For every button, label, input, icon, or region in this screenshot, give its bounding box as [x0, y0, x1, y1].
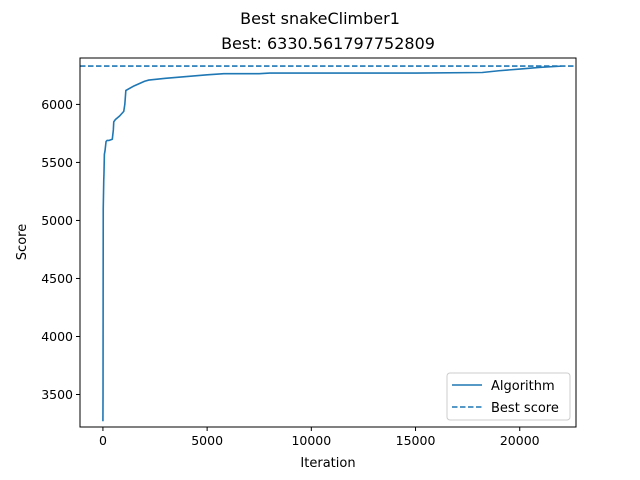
- legend: Algorithm Best score: [446, 372, 571, 421]
- x-axis: 0 5000 10000 15000 20000: [99, 427, 540, 448]
- y-axis: 3500 4000 4500 5000 5500 6000: [41, 97, 80, 402]
- x-tick-label: 0: [99, 433, 107, 448]
- y-tick-label: 5000: [41, 213, 73, 228]
- x-tick-label: 15000: [396, 433, 436, 448]
- axes-frame: [79, 57, 577, 428]
- x-tick-label: 10000: [291, 433, 331, 448]
- series-line-algorithm: [102, 65, 562, 422]
- y-tick-label: 5500: [41, 155, 73, 170]
- x-tick-label: 20000: [500, 433, 540, 448]
- legend-label-algorithm: Algorithm: [491, 379, 555, 394]
- y-tick-label: 6000: [41, 97, 73, 112]
- y-tick-label: 4000: [41, 329, 73, 344]
- series-layer: [80, 65, 576, 422]
- y-tick-label: 4500: [41, 271, 73, 286]
- y-axis-label: Score: [15, 224, 30, 260]
- x-axis-label: Iteration: [300, 456, 355, 471]
- y-tick-label: 3500: [41, 387, 73, 402]
- legend-label-best-score: Best score: [491, 401, 559, 416]
- plot-background: [80, 58, 576, 427]
- x-tick-label: 5000: [191, 433, 223, 448]
- chart-suptitle: Best snakeClimber1: [240, 9, 400, 28]
- plot-area: [80, 58, 576, 427]
- chart-title: Best: 6330.561797752809: [221, 34, 435, 53]
